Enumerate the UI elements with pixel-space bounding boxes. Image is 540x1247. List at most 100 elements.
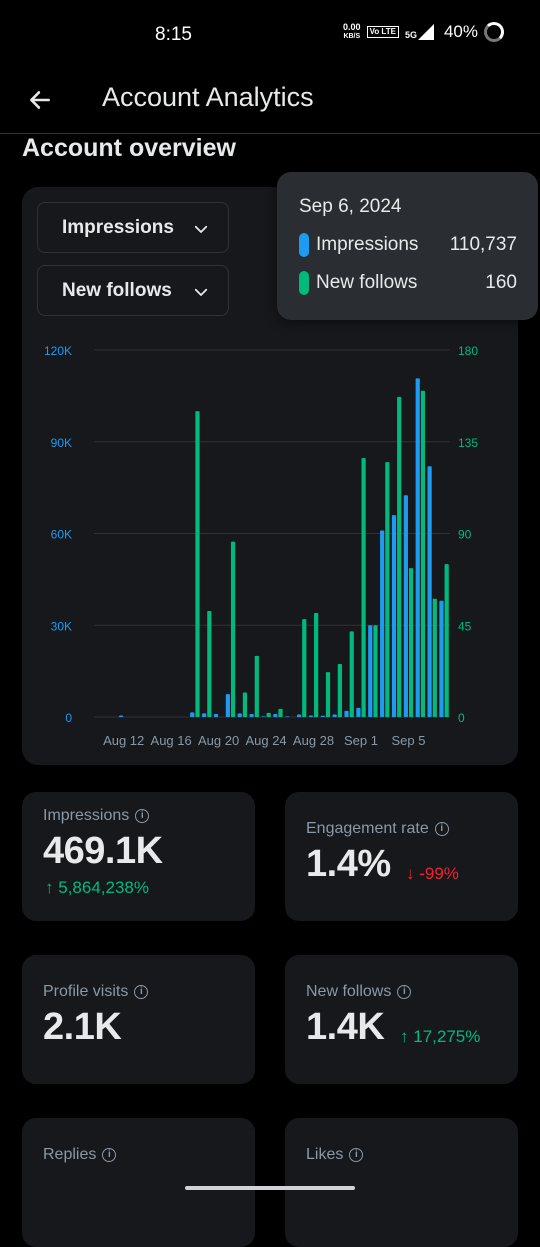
impressions-bar [190,712,195,717]
stat-label: Likes i [306,1146,364,1164]
new-follows-bar [230,541,236,717]
x-axis-label: Sep 5 [391,733,425,748]
new-follows-bar [420,390,426,717]
impressions-bar [368,625,373,717]
new-follows-bar [314,613,319,717]
volte-icon: Vo LTE [366,26,399,38]
battery-percent: 40% [443,22,478,41]
stat-label: New follows i [306,983,412,1001]
stat-value: 469.1K [43,830,163,872]
impressions-bar [285,716,290,717]
y-axis-left-tick: 30K [51,619,72,633]
stat-card-engagement-rate[interactable]: Engagement rate i 1.4% ↓ -99% [285,792,518,921]
stat-card-impressions[interactable]: Impressions i 469.1K ↑ 5,864,238% [22,792,255,921]
new-follows-bar [373,625,378,717]
new-follows-bar [195,411,200,717]
new-follows-bar [254,655,259,717]
stat-change: ↑ 5,864,238% [45,878,149,897]
status-bar: 8:15 0.00 KB/S Vo LTE 5G 40% [0,0,540,70]
tooltip-row-impressions: Impressions 110,737 [299,232,517,258]
y-axis-right-tick: 135 [458,436,478,450]
new-follows-bar [408,568,414,717]
metric-dropdown-primary[interactable]: Impressions [37,202,229,253]
impressions-bar [273,713,278,717]
impressions-bar [403,495,408,717]
new-follows-bar [302,619,307,717]
status-time: 8:15 [155,24,192,45]
dropdown-label: Impressions [62,216,174,238]
stat-card-profile-visits[interactable]: Profile visits i 2.1K [22,955,255,1084]
impressions-bar [320,715,325,717]
tooltip-row-new-follows: New follows 160 [299,270,517,296]
impressions-bar [391,515,397,717]
home-indicator[interactable] [185,1186,355,1190]
stat-card-replies[interactable]: Replies i [22,1118,255,1247]
stat-label: Profile visits i [43,983,149,1001]
impressions-swatch [299,233,309,257]
x-axis-label: Aug 12 [103,733,144,748]
impressions-bar [202,713,207,717]
analytics-bar-chart[interactable]: 0 0 30K 45 60K 90 90K 135 120K 180 Aug 12 Aug 16 Aug… [22,187,518,765]
new-follows-bar [361,458,366,717]
battery-icon [484,22,504,42]
tooltip-date: Sep 6, 2024 [299,196,402,217]
info-icon[interactable]: i [134,985,149,999]
stat-value: 1.4% [306,843,391,885]
app-header: Account Analytics [0,70,540,134]
new-follows-bar [242,692,248,717]
new-follows-bar [207,610,212,717]
x-axis-label: Aug 24 [245,733,286,748]
y-axis-right-tick: 0 [458,711,465,725]
tooltip-value: 110,737 [449,234,517,255]
chevron-down-icon [194,288,208,296]
y-axis-left-tick: 120K [44,344,72,358]
back-button[interactable] [20,80,60,120]
impressions-bar [332,714,337,717]
y-axis-left-tick: 0 [65,711,72,725]
info-icon[interactable]: i [135,809,150,823]
new-follows-bar [397,396,402,717]
info-icon[interactable]: i [397,985,412,999]
new-follows-bar [444,564,449,717]
metric-dropdown-secondary[interactable]: New follows [37,265,229,316]
stat-value: 2.1K [43,1006,122,1048]
x-axis-label: Sep 1 [344,733,378,748]
info-icon[interactable]: i [349,1148,364,1162]
y-axis-right-tick: 90 [458,528,472,542]
impressions-bar [380,530,385,717]
info-icon[interactable]: i [102,1148,117,1162]
info-icon[interactable]: i [434,822,449,836]
impressions-bar [296,714,302,717]
y-axis-left-tick: 60K [51,528,72,542]
x-axis-label: Aug 20 [198,733,239,748]
stat-label: Impressions i [43,807,150,825]
dropdown-label: New follows [62,279,172,301]
impressions-bar [118,715,124,717]
new-follows-bar [349,631,354,717]
stat-card-new-follows[interactable]: New follows i 1.4K ↑ 17,275% [285,955,518,1084]
stat-change: ↑ 17,275% [400,1027,481,1046]
new-follows-bar [337,663,342,717]
x-axis-label: Aug 28 [293,733,334,748]
new-follows-bar [385,462,390,717]
chart-tooltip: Sep 6, 2024 Impressions 110,737 New foll… [277,172,538,320]
section-title: Account overview [22,134,236,162]
impressions-bar [427,466,432,717]
y-axis-right-tick: 180 [458,344,478,358]
arrow-up-icon: ↑ [400,1027,409,1046]
y-axis-left-tick: 90K [51,436,72,450]
status-icons: 0.00 KB/S Vo LTE 5G 40% [343,22,504,42]
impressions-bar [439,600,444,717]
tooltip-label: Impressions [316,234,419,255]
y-axis-right-tick: 45 [458,619,472,633]
new-follows-bar [325,672,331,717]
impressions-bar [225,694,230,717]
impressions-bar [249,713,254,717]
impressions-bar [344,710,349,717]
stat-label: Engagement rate i [306,820,449,838]
page-title: Account Analytics [102,82,314,112]
tooltip-label: New follows [316,272,418,293]
stat-card-likes[interactable]: Likes i [285,1118,518,1247]
arrow-left-icon [30,91,50,109]
new-follows-bar [278,708,283,717]
